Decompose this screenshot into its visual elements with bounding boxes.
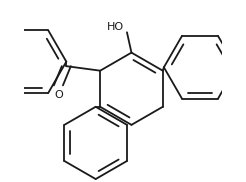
Text: HO: HO (107, 22, 123, 32)
Text: O: O (54, 90, 63, 100)
